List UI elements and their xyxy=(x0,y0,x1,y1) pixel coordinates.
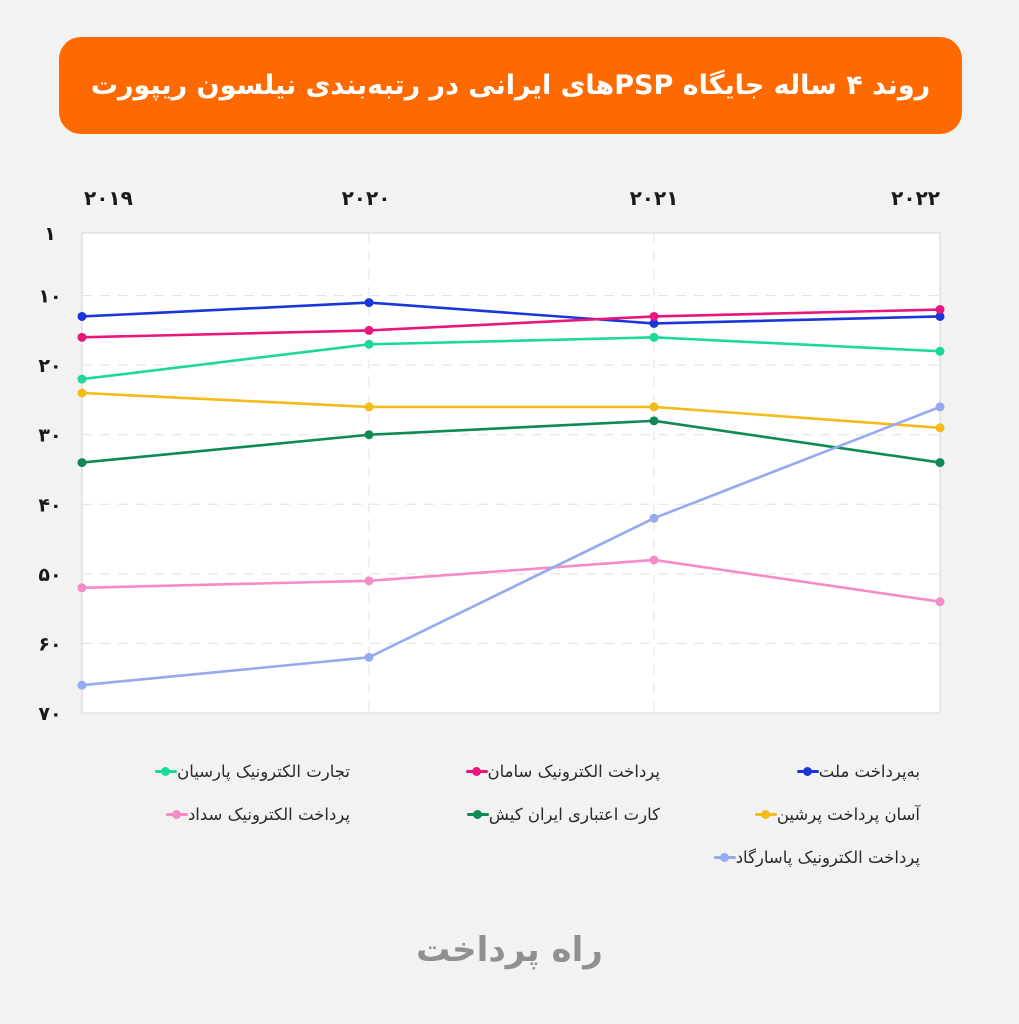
y-tick-label: ۳۰ xyxy=(38,425,61,447)
data-point xyxy=(364,325,374,335)
data-point xyxy=(649,402,659,412)
legend-marker-icon xyxy=(465,764,488,778)
legend-label: پرداخت الکترونیک سداد xyxy=(187,804,350,824)
legend-label: به‌پرداخت ملت xyxy=(818,761,920,781)
y-tick-label: ۵۰ xyxy=(38,564,61,586)
data-point xyxy=(649,311,659,321)
x-tick-label: ۲۰۲۰ xyxy=(342,186,391,210)
legend-item: کارت اعتباری ایران کیش xyxy=(449,795,660,833)
data-point xyxy=(649,555,659,565)
series-line xyxy=(81,336,941,381)
data-point xyxy=(77,583,87,593)
legend-marker-icon xyxy=(713,850,736,864)
legend-marker-icon xyxy=(466,807,489,821)
data-point xyxy=(77,458,87,468)
legend: به‌پرداخت ملت پرداخت الکترونیک سامان تجارت… xyxy=(60,752,940,882)
data-point xyxy=(935,402,945,412)
series-line xyxy=(81,419,941,464)
data-point xyxy=(77,311,87,321)
legend-marker-icon xyxy=(165,807,188,821)
data-point xyxy=(935,423,945,433)
plot-area xyxy=(81,232,941,714)
legend-marker-icon xyxy=(754,807,777,821)
data-point xyxy=(649,513,659,523)
data-point xyxy=(77,388,87,398)
data-point xyxy=(77,680,87,690)
data-point xyxy=(935,458,945,468)
data-point xyxy=(77,332,87,342)
y-tick-label: ۲۰ xyxy=(38,355,61,377)
data-point xyxy=(649,332,659,342)
y-tick-label: ۱۰ xyxy=(38,286,61,308)
legend-label: کارت اعتباری ایران کیش xyxy=(488,804,660,824)
x-tick-label: ۲۰۲۲ xyxy=(891,186,940,210)
legend-label: پرداخت الکترونیک پاسارگاد xyxy=(735,847,920,867)
data-point xyxy=(364,298,374,308)
data-point xyxy=(364,402,374,412)
data-point xyxy=(364,576,374,586)
y-tick-label: ۴۰ xyxy=(38,494,61,516)
data-point xyxy=(77,374,87,384)
data-point xyxy=(935,597,945,607)
data-point xyxy=(935,305,945,315)
legend-item: پرداخت الکترونیک سداد xyxy=(148,795,350,833)
legend-label: آسان پرداخت پرشین xyxy=(776,804,920,824)
y-tick-label: ۷۰ xyxy=(38,703,61,725)
legend-marker-icon xyxy=(796,764,819,778)
data-point xyxy=(649,318,659,328)
series-line xyxy=(81,405,941,687)
title-banner: روند ۴ ساله جایگاه PSPهای ایرانی در رتبه… xyxy=(59,37,962,134)
data-point xyxy=(364,430,374,440)
data-point xyxy=(649,416,659,426)
data-point xyxy=(935,311,945,321)
legend-item: پرداخت الکترونیک سامان xyxy=(448,752,660,790)
data-point xyxy=(364,339,374,349)
legend-label: پرداخت الکترونیک سامان xyxy=(487,761,660,781)
data-point xyxy=(364,652,374,662)
x-tick-label: ۲۰۱۹ xyxy=(84,186,133,210)
y-tick-label: ۱ xyxy=(44,223,56,245)
series-line xyxy=(81,308,941,339)
legend-item: آسان پرداخت پرشین xyxy=(737,795,920,833)
legend-item: به‌پرداخت ملت xyxy=(779,752,920,790)
legend-label: تجارت الکترونیک پارسیان xyxy=(177,761,350,781)
legend-item: تجارت الکترونیک پارسیان xyxy=(137,752,350,790)
series-line xyxy=(81,558,941,603)
series-line xyxy=(81,391,941,430)
series-line xyxy=(81,301,941,325)
legend-item: پرداخت الکترونیک پاسارگاد xyxy=(696,838,920,876)
x-tick-label: ۲۰۲۱ xyxy=(630,186,679,210)
y-tick-label: ۶۰ xyxy=(38,633,61,655)
data-point xyxy=(935,346,945,356)
chart-title: روند ۴ ساله جایگاه PSPهای ایرانی در رتبه… xyxy=(90,70,931,101)
legend-marker-icon xyxy=(155,764,178,778)
brand-logo: راه پرداخت xyxy=(416,930,604,970)
